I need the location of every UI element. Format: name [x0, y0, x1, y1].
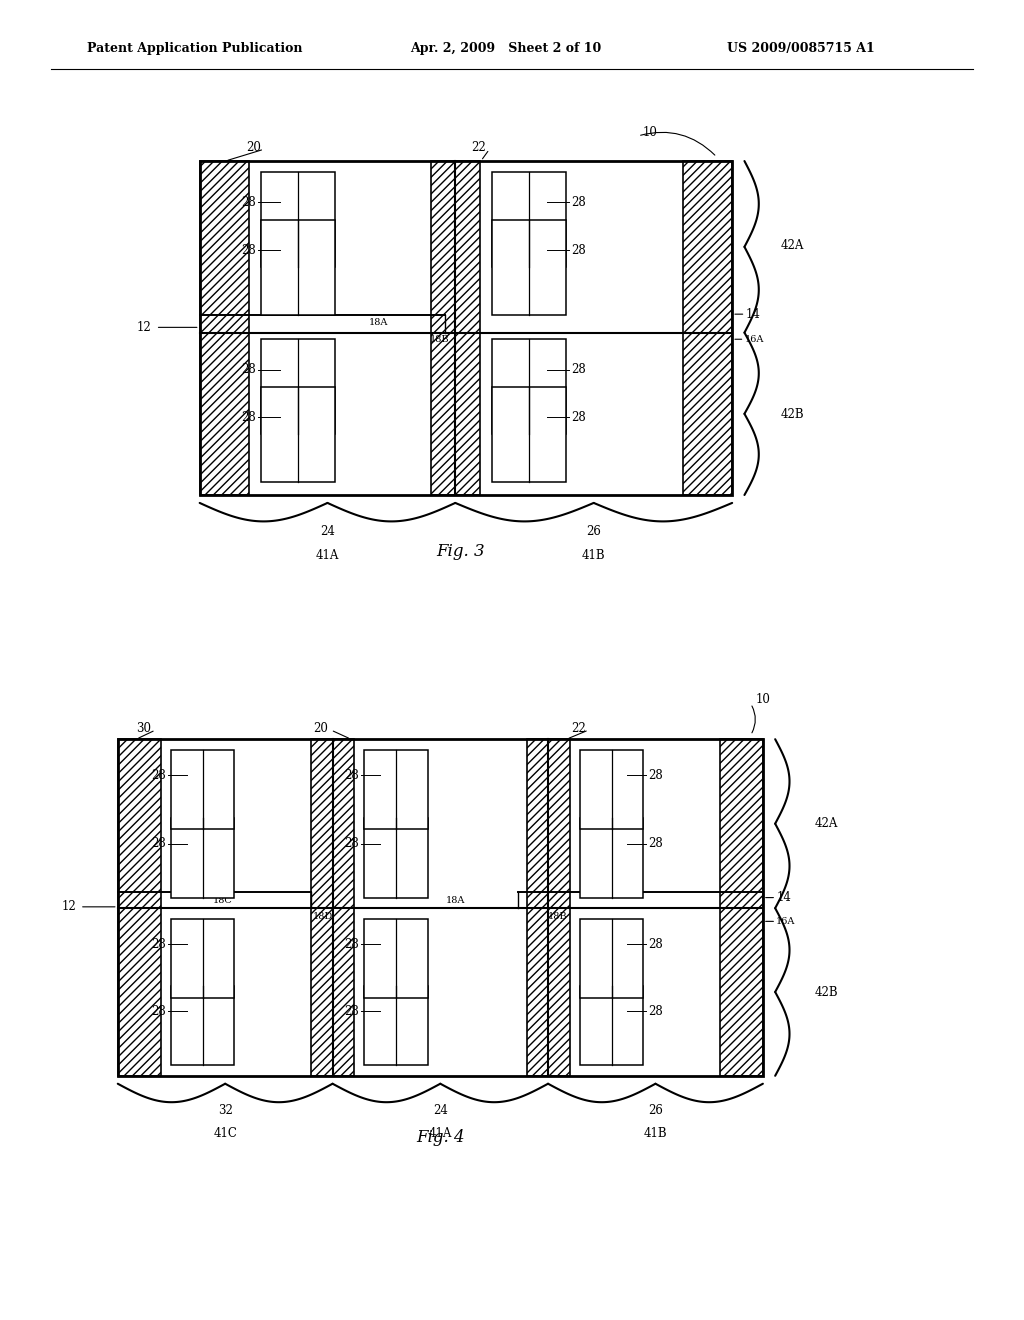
Text: 22: 22 [472, 141, 486, 154]
Text: 28: 28 [344, 937, 359, 950]
Text: 28: 28 [571, 363, 586, 376]
Text: 24: 24 [321, 525, 335, 539]
Text: 20: 20 [246, 141, 261, 154]
Text: 18D: 18D [312, 912, 333, 920]
Bar [365, 919, 428, 998]
Text: 41B: 41B [582, 549, 605, 562]
Text: 28: 28 [242, 363, 256, 376]
Bar [580, 919, 643, 998]
Text: 12: 12 [62, 900, 77, 913]
Text: 28: 28 [242, 244, 256, 256]
Text: 28: 28 [571, 195, 586, 209]
Text: 20: 20 [312, 722, 328, 735]
Text: 18C: 18C [213, 896, 232, 904]
Bar [311, 739, 354, 908]
Bar [720, 739, 763, 908]
Bar [261, 172, 335, 267]
Text: 41A: 41A [429, 1127, 452, 1140]
Text: 18B: 18B [430, 335, 450, 343]
Text: 28: 28 [571, 244, 586, 256]
Bar [365, 818, 428, 898]
Text: 28: 28 [152, 1005, 166, 1018]
Text: 42B: 42B [780, 408, 804, 421]
Bar [493, 219, 566, 314]
Bar [365, 986, 428, 1065]
Text: Fig. 3: Fig. 3 [436, 544, 485, 560]
Text: 28: 28 [344, 1005, 359, 1018]
Bar [171, 750, 234, 829]
Text: 10: 10 [643, 125, 658, 139]
Text: 28: 28 [152, 837, 166, 850]
Text: 18A: 18A [445, 896, 465, 904]
Text: 24: 24 [433, 1104, 447, 1117]
Text: 28: 28 [242, 411, 256, 424]
Bar [526, 739, 569, 908]
Bar [493, 387, 566, 482]
Text: Patent Application Publication: Patent Application Publication [87, 42, 302, 55]
Text: 28: 28 [344, 837, 359, 850]
Text: 16A: 16A [744, 335, 764, 343]
Bar [200, 161, 249, 333]
Text: 16A: 16A [776, 917, 796, 925]
Text: 22: 22 [571, 722, 586, 735]
Text: Apr. 2, 2009   Sheet 2 of 10: Apr. 2, 2009 Sheet 2 of 10 [410, 42, 601, 55]
Text: 28: 28 [648, 768, 664, 781]
Bar [261, 387, 335, 482]
Bar [580, 818, 643, 898]
Bar [580, 750, 643, 829]
Bar [683, 333, 732, 495]
Bar [200, 333, 249, 495]
Bar [431, 333, 480, 495]
Text: 28: 28 [242, 195, 256, 209]
Text: 26: 26 [648, 1104, 663, 1117]
Text: 28: 28 [152, 937, 166, 950]
Bar [311, 908, 354, 1076]
Bar [200, 161, 732, 495]
Bar [261, 339, 335, 434]
Text: 14: 14 [776, 891, 792, 904]
Bar [171, 986, 234, 1065]
Text: 26: 26 [587, 525, 601, 539]
Text: 42B: 42B [815, 986, 839, 999]
Bar [171, 919, 234, 998]
Text: 42A: 42A [815, 817, 839, 830]
Text: 30: 30 [136, 722, 152, 735]
Text: 28: 28 [648, 1005, 664, 1018]
Bar [493, 339, 566, 434]
Text: 18B: 18B [548, 912, 567, 920]
Text: 12: 12 [137, 321, 152, 334]
Text: 32: 32 [218, 1104, 232, 1117]
Bar [431, 161, 480, 333]
Text: 14: 14 [745, 308, 761, 321]
Bar [683, 161, 732, 333]
Text: 41C: 41C [213, 1127, 238, 1140]
Bar [118, 739, 161, 908]
Text: 18A: 18A [369, 318, 388, 326]
Bar [171, 818, 234, 898]
Text: 41B: 41B [644, 1127, 668, 1140]
Text: 42A: 42A [780, 239, 804, 252]
Text: 41A: 41A [315, 549, 339, 562]
Text: 28: 28 [648, 937, 664, 950]
Bar [493, 172, 566, 267]
Text: 28: 28 [571, 411, 586, 424]
Bar [580, 986, 643, 1065]
Text: Fig. 4: Fig. 4 [416, 1130, 465, 1146]
Bar [526, 908, 569, 1076]
Bar [365, 750, 428, 829]
Bar [118, 908, 161, 1076]
Text: US 2009/0085715 A1: US 2009/0085715 A1 [727, 42, 874, 55]
Text: 28: 28 [648, 837, 664, 850]
Text: 10: 10 [756, 693, 771, 706]
Bar [118, 739, 763, 1076]
Text: 28: 28 [344, 768, 359, 781]
Bar [261, 219, 335, 314]
Text: 28: 28 [152, 768, 166, 781]
Bar [720, 908, 763, 1076]
